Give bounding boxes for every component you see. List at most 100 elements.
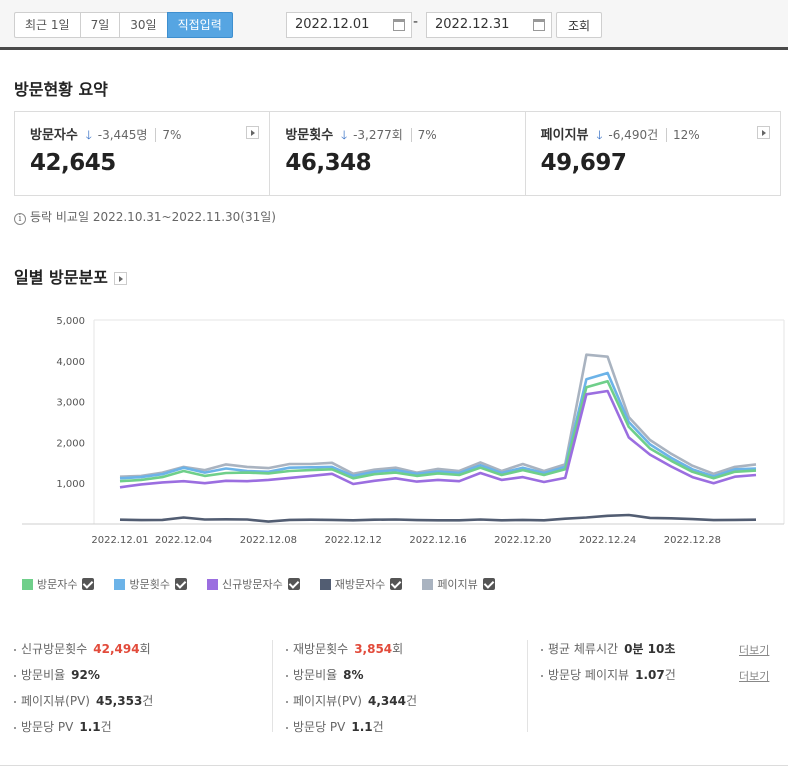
checkbox-checked-icon[interactable] <box>82 578 95 590</box>
more-link-pageview[interactable]: 더보기 <box>739 670 770 683</box>
stat-row: 페이지뷰(PV) 45,353건 <box>14 688 153 714</box>
more-link-time[interactable]: 더보기 <box>739 644 770 657</box>
card-pct: 7% <box>155 128 182 142</box>
y-tick-label: 3,000 <box>56 398 85 409</box>
stats-column-new: 신규방문횟수 42,494회 방문비율 92% 페이지뷰(PV) 45,353건 방문… <box>14 636 153 740</box>
detail-stats: 신규방문횟수 42,494회 방문비율 92% 페이지뷰(PV) 45,353건 방문… <box>0 630 788 770</box>
legend-item[interactable]: 페이지뷰 <box>422 576 495 592</box>
period-30day-button[interactable]: 30일 <box>119 12 167 38</box>
card-pct: 7% <box>410 128 437 142</box>
down-arrow-icon: 🡓 <box>85 128 92 142</box>
summary-card-visitors: 방문자수 🡓 -3,445명 7% 42,645 <box>15 112 271 195</box>
daily-line-chart: 5,000 4,000 3,000 2,000 1,000 2022.12.01 2022.… <box>22 316 785 546</box>
period-1day-button[interactable]: 최근 1일 <box>14 12 80 38</box>
summary-cards: 방문자수 🡓 -3,445명 7% 42,645 방문횟수 🡓 -3,277회 … <box>14 111 781 196</box>
card-value: 49,697 <box>540 150 627 176</box>
legend-swatch <box>319 578 331 590</box>
stat-row: 재방문횟수 3,854회 <box>286 636 417 662</box>
period-custom-button[interactable]: 직접입력 <box>166 12 233 38</box>
card-label: 방문횟수 <box>285 128 334 143</box>
start-date-value: 2022.12.01 <box>295 17 370 32</box>
daily-title-text: 일별 방문분포 <box>14 268 108 287</box>
bottom-divider <box>0 765 788 766</box>
stat-row: 방문비율 8% <box>286 662 417 688</box>
stat-row: 방문당 PV 1.1건 <box>14 714 153 740</box>
stat-row: 방문비율 92% <box>14 662 153 688</box>
summary-card-pageviews: 페이지뷰 🡓 -6,490건 12% 49,697 <box>526 112 780 195</box>
legend-label: 페이지뷰 <box>437 578 478 591</box>
date-separator: - <box>413 14 419 30</box>
card-delta: -3,277회 <box>353 128 403 142</box>
legend-swatch <box>206 578 218 590</box>
card-delta: -6,490건 <box>608 128 659 142</box>
card-detail-arrow-icon[interactable] <box>756 126 770 139</box>
search-button[interactable]: 조회 <box>556 12 602 38</box>
info-icon: i <box>14 213 26 225</box>
card-detail-arrow-icon[interactable] <box>246 126 260 139</box>
legend-swatch <box>22 578 33 590</box>
legend-label: 방문횟수 <box>129 578 170 591</box>
stats-column-time: 평균 체류시간 0분 10초 방문당 페이지뷰 1.07건 <box>541 636 676 688</box>
legend-label: 신규방문자수 <box>221 578 283 591</box>
legend-item[interactable]: 방문횟수 <box>114 576 187 592</box>
x-tick-label: 2022.12.24 <box>579 535 636 546</box>
end-date-value: 2022.12.31 <box>435 17 510 32</box>
period-7day-button[interactable]: 7일 <box>79 12 120 38</box>
stats-divider <box>272 640 273 732</box>
series-line-3 <box>119 513 757 523</box>
legend-item[interactable]: 재방문자수 <box>319 576 403 592</box>
checkbox-checked-icon[interactable] <box>482 578 495 590</box>
daily-detail-arrow-icon[interactable] <box>113 272 127 285</box>
x-tick-label: 2022.12.16 <box>409 535 466 546</box>
calendar-icon[interactable] <box>393 19 405 31</box>
end-date-input[interactable]: 2022.12.31 <box>426 12 552 38</box>
series-line-1 <box>119 371 757 480</box>
down-arrow-icon: 🡓 <box>596 128 603 142</box>
summary-card-visits: 방문횟수 🡓 -3,277회 7% 46,348 <box>270 112 526 195</box>
compare-note: i 등락 비교일 2022.10.31~2022.11.30(31일) <box>14 208 276 225</box>
stat-row: 방문당 PV 1.1건 <box>286 714 417 740</box>
y-tick-label: 5,000 <box>56 316 85 327</box>
legend-item[interactable]: 방문자수 <box>22 576 95 592</box>
y-tick-label: 4,000 <box>56 357 85 368</box>
card-label: 방문자수 <box>30 128 78 143</box>
y-tick-label: 2,000 <box>56 438 85 449</box>
legend-swatch <box>114 578 126 590</box>
calendar-icon[interactable] <box>533 19 545 31</box>
legend-swatch <box>422 578 434 590</box>
compare-note-text: 등락 비교일 2022.10.31~2022.11.30(31일) <box>30 210 276 224</box>
checkbox-checked-icon[interactable] <box>390 578 403 590</box>
stat-row: 페이지뷰(PV) 4,344건 <box>286 688 417 714</box>
card-value: 46,348 <box>285 150 372 176</box>
stat-row: 방문당 페이지뷰 1.07건 <box>541 662 676 688</box>
card-label: 페이지뷰 <box>540 128 589 143</box>
series-line-4 <box>119 353 757 478</box>
card-delta: -3,445명 <box>97 128 148 142</box>
stat-row: 평균 체류시간 0분 10초 <box>541 636 676 662</box>
stats-divider <box>527 640 528 732</box>
checkbox-checked-icon[interactable] <box>287 578 300 590</box>
x-tick-label: 2022.12.01 <box>91 535 148 546</box>
start-date-input[interactable]: 2022.12.01 <box>286 12 412 38</box>
x-tick-label: 2022.12.20 <box>494 535 551 546</box>
daily-title: 일별 방문분포 <box>14 264 127 288</box>
series-line-0 <box>119 379 757 483</box>
card-pct: 12% <box>665 128 700 142</box>
card-value: 42,645 <box>30 150 116 176</box>
x-tick-label: 2022.12.28 <box>664 535 721 546</box>
summary-title: 방문현황 요약 <box>14 80 108 99</box>
period-selector: 최근 1일 7일 30일 직접입력 <box>14 12 233 38</box>
legend-label: 재방문자수 <box>334 578 386 591</box>
x-tick-label: 2022.12.12 <box>325 535 382 546</box>
legend-item[interactable]: 신규방문자수 <box>206 576 300 592</box>
legend-label: 방문자수 <box>37 578 78 591</box>
series-line-2 <box>119 389 757 489</box>
stats-column-return: 재방문횟수 3,854회 방문비율 8% 페이지뷰(PV) 4,344건 방문당 PV… <box>286 636 417 740</box>
down-arrow-icon: 🡓 <box>341 128 348 142</box>
x-tick-label: 2022.12.08 <box>240 535 297 546</box>
chart-legend: 방문자수 방문횟수 신규방문자수 재방문자수 페이지뷰 <box>22 576 515 592</box>
checkbox-checked-icon[interactable] <box>174 578 187 590</box>
x-tick-label: 2022.12.04 <box>155 535 212 546</box>
stat-row: 신규방문횟수 42,494회 <box>14 636 153 662</box>
y-tick-label: 1,000 <box>56 479 85 490</box>
